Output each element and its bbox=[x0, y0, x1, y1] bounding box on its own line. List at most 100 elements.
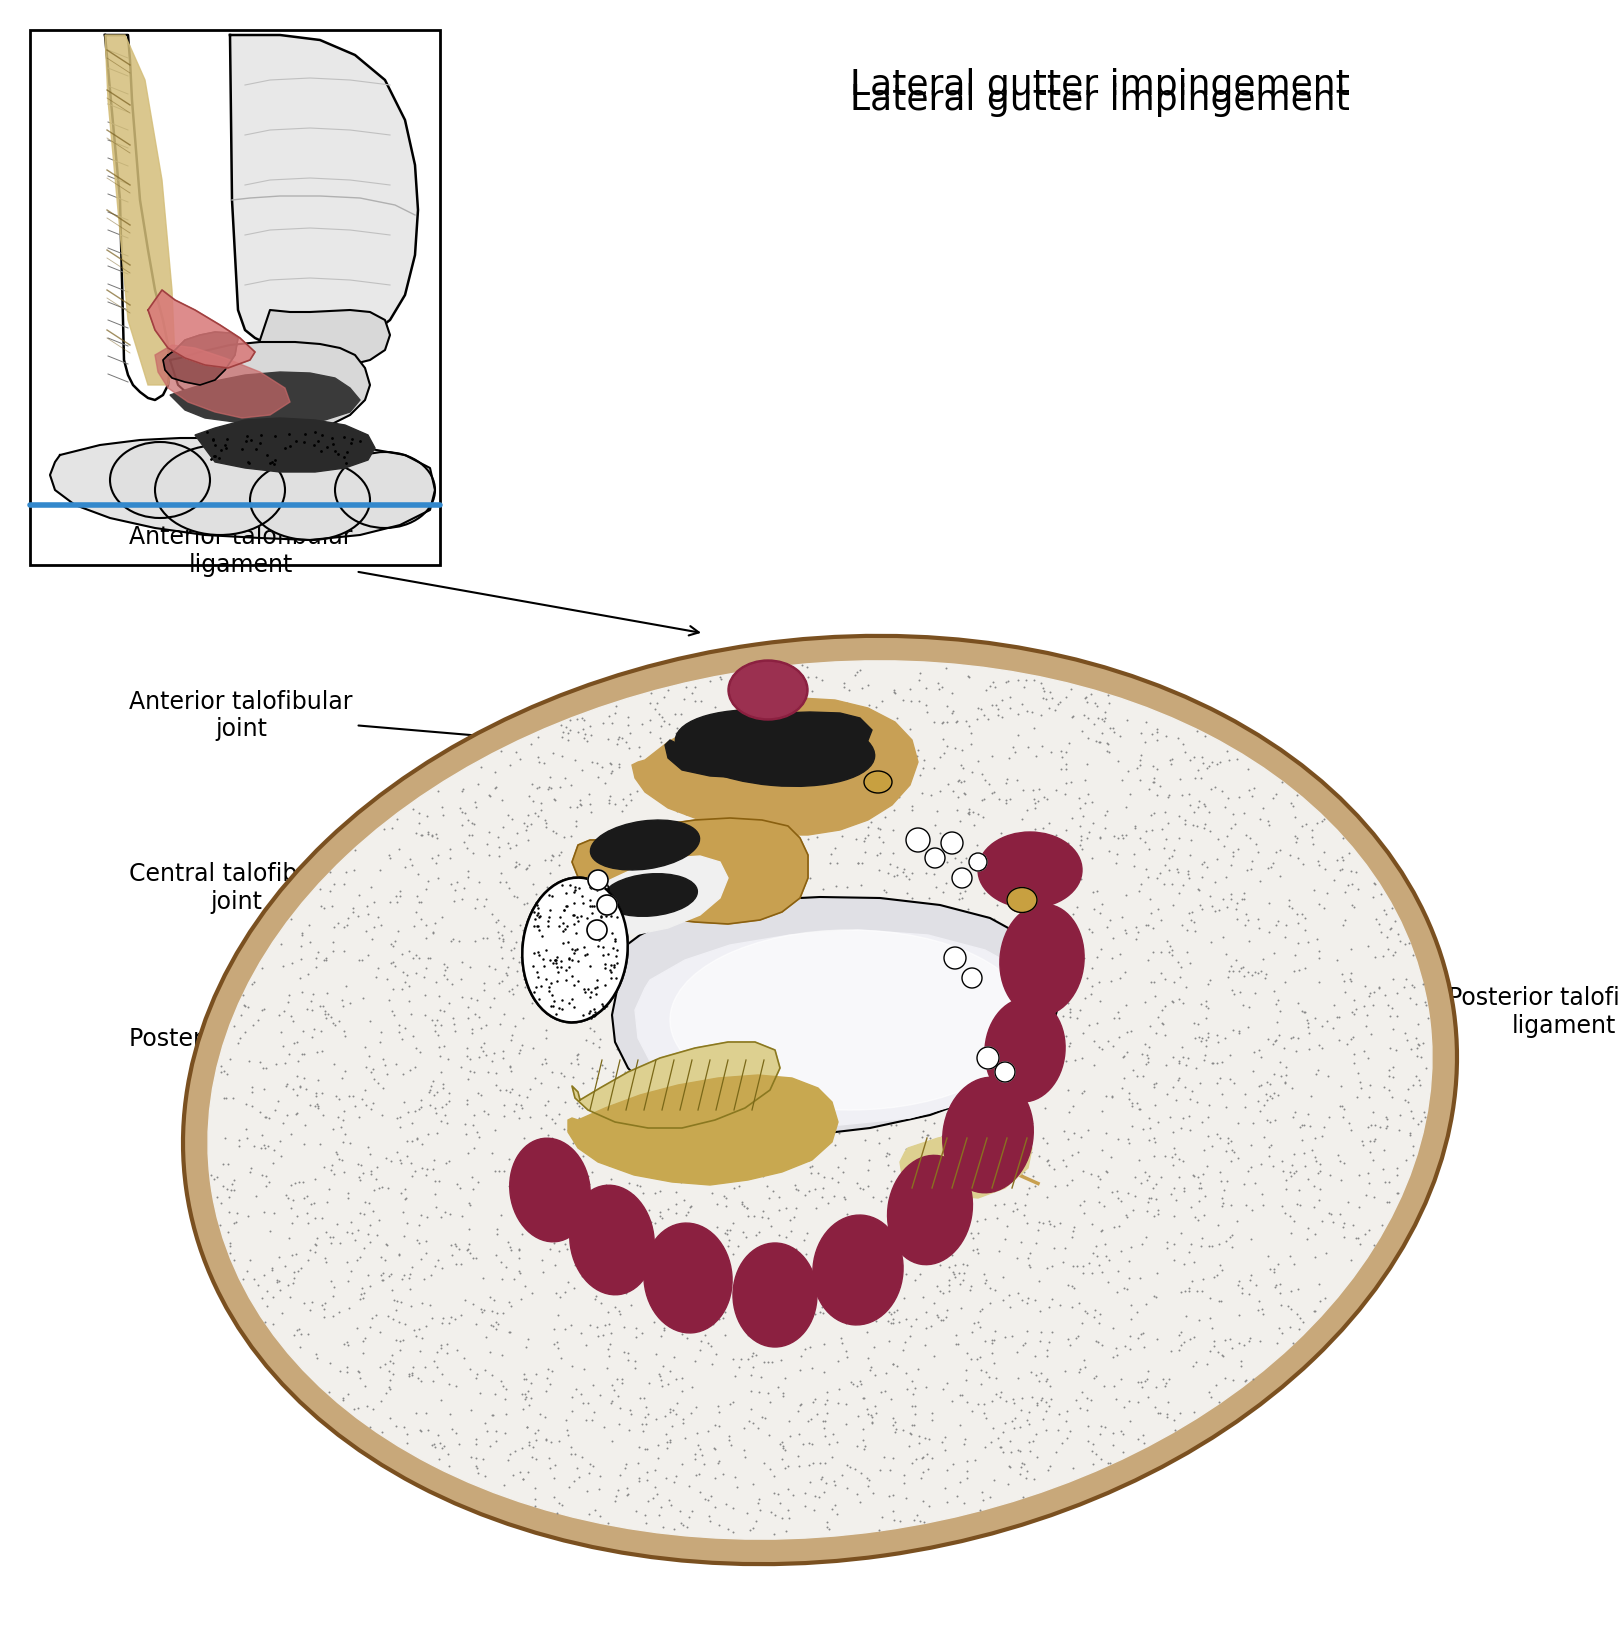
Point bbox=[1338, 936, 1364, 962]
Point bbox=[840, 1066, 866, 1092]
Point bbox=[1192, 987, 1218, 1013]
Point bbox=[930, 878, 956, 905]
Point bbox=[1377, 1035, 1403, 1061]
Point bbox=[743, 1508, 769, 1535]
Point bbox=[621, 1092, 647, 1119]
Point bbox=[570, 1143, 595, 1170]
Point bbox=[1158, 938, 1184, 964]
Point bbox=[641, 1308, 667, 1334]
Point bbox=[1136, 1013, 1162, 1040]
Point bbox=[743, 883, 769, 910]
Point bbox=[849, 1176, 875, 1202]
Point bbox=[681, 721, 707, 747]
Point bbox=[1281, 1140, 1307, 1166]
Point bbox=[555, 961, 581, 987]
Point bbox=[833, 1390, 859, 1416]
Point bbox=[537, 765, 563, 791]
Point bbox=[343, 1247, 369, 1273]
Point bbox=[502, 1012, 527, 1038]
Point bbox=[875, 1308, 901, 1334]
Point bbox=[604, 693, 629, 719]
Point bbox=[570, 1109, 595, 1135]
Point bbox=[390, 1328, 416, 1354]
Point bbox=[906, 688, 932, 714]
Point bbox=[746, 1219, 772, 1245]
Point bbox=[332, 1018, 358, 1045]
Point bbox=[605, 1382, 631, 1408]
Point bbox=[832, 1068, 858, 1094]
Point bbox=[950, 1005, 976, 1031]
Point bbox=[576, 781, 602, 808]
Point bbox=[772, 1436, 798, 1462]
Point bbox=[595, 1267, 621, 1293]
Point bbox=[497, 836, 523, 862]
Point bbox=[320, 928, 346, 954]
Point bbox=[1413, 1054, 1438, 1081]
Point bbox=[1158, 747, 1184, 773]
Point bbox=[490, 928, 516, 954]
Ellipse shape bbox=[943, 1077, 1034, 1193]
Point bbox=[1144, 1186, 1170, 1212]
Point bbox=[511, 892, 537, 918]
Point bbox=[1160, 1045, 1186, 1071]
Point bbox=[951, 1132, 977, 1158]
Point bbox=[914, 1456, 940, 1482]
Point bbox=[455, 1091, 481, 1117]
Point bbox=[1042, 1036, 1068, 1063]
Point bbox=[934, 1489, 959, 1515]
Point bbox=[694, 850, 720, 877]
Point bbox=[959, 1398, 985, 1425]
Point bbox=[1160, 1152, 1186, 1178]
Point bbox=[1071, 1298, 1097, 1324]
Point bbox=[1343, 1224, 1369, 1250]
Point bbox=[565, 926, 591, 952]
Point bbox=[757, 1390, 783, 1416]
Point bbox=[932, 870, 958, 897]
Point bbox=[447, 928, 472, 954]
Point bbox=[296, 1211, 322, 1237]
Point bbox=[924, 798, 950, 824]
Point bbox=[212, 1086, 238, 1112]
Point bbox=[917, 1247, 943, 1273]
Point bbox=[354, 1133, 380, 1160]
Point bbox=[634, 1025, 660, 1051]
Point bbox=[1105, 1023, 1131, 1050]
Point bbox=[547, 952, 573, 979]
Point bbox=[1184, 877, 1210, 903]
Point bbox=[328, 1147, 354, 1173]
Point bbox=[303, 1092, 328, 1119]
Point bbox=[1184, 717, 1210, 744]
Point bbox=[426, 1247, 451, 1273]
Point bbox=[1327, 1201, 1353, 1227]
Point bbox=[693, 842, 718, 869]
Point bbox=[712, 1183, 738, 1209]
Point bbox=[652, 1316, 678, 1342]
Point bbox=[1270, 770, 1296, 796]
Point bbox=[1089, 1137, 1115, 1163]
Point bbox=[1005, 878, 1031, 905]
Point bbox=[1066, 795, 1092, 821]
Point bbox=[945, 783, 971, 809]
Point bbox=[749, 1268, 775, 1295]
Point bbox=[1136, 911, 1162, 938]
Point bbox=[616, 961, 642, 987]
Point bbox=[1089, 1217, 1115, 1244]
Point bbox=[1264, 911, 1290, 938]
Point bbox=[744, 796, 770, 822]
Point bbox=[1281, 1207, 1307, 1234]
Point bbox=[1136, 1188, 1162, 1214]
Point bbox=[830, 730, 856, 757]
Point bbox=[676, 878, 702, 905]
Point bbox=[576, 1163, 602, 1189]
Point bbox=[752, 1064, 778, 1091]
Point bbox=[781, 1171, 807, 1198]
Point bbox=[885, 994, 911, 1020]
Point bbox=[683, 898, 709, 924]
Point bbox=[581, 1398, 607, 1425]
Point bbox=[1040, 1156, 1066, 1183]
Point bbox=[759, 1499, 785, 1525]
Point bbox=[573, 1332, 599, 1359]
Point bbox=[510, 1005, 536, 1031]
Point bbox=[1128, 721, 1154, 747]
Point bbox=[701, 1040, 726, 1066]
